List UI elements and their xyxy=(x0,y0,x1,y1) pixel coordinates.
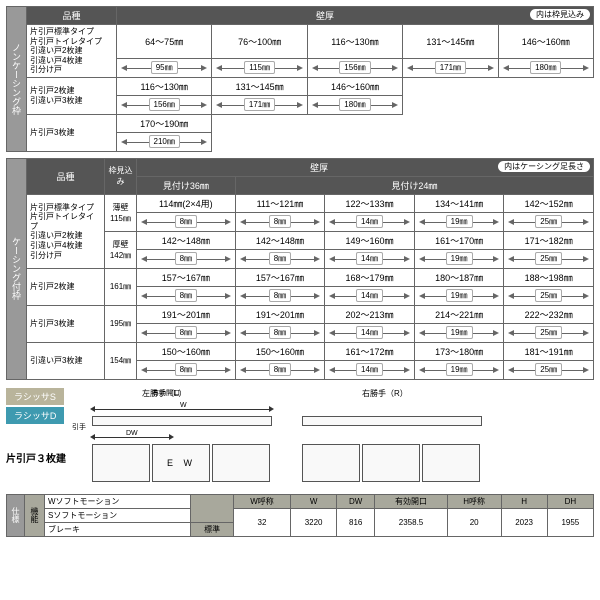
spec-table: 仕様 機能 Wソフトモーション W呼称 W DW 有効開口 H呼称 H DH S… xyxy=(6,494,594,537)
hdr-wall: 壁厚 内は枠見込み xyxy=(117,7,594,25)
table-casing: ケーシング付枠 品種 枠見込み 壁厚 内はケーシング足長さ 見付け36㎜ 見付け… xyxy=(6,158,594,380)
bottom-section: ラシッサS ラシッサD 片引戸３枚建 左勝手（L） 右勝手（R） 有効開口 引手… xyxy=(6,388,594,488)
vert-label-1: ノンケーシング枠 xyxy=(7,7,27,152)
diagram-title: 片引戸３枚建 xyxy=(6,450,66,465)
table-noncasing: ノンケーシング枠 品種 壁厚 内は枠見込み 片引戸標準タイプ 片引戸トイレタイプ… xyxy=(6,6,594,152)
r2-label: 片引戸2枚建 引違い戸3枚建 xyxy=(27,77,117,114)
badge-lasissa-s: ラシッサS xyxy=(6,388,64,405)
door-diagram: 左勝手（L） 右勝手（R） 有効開口 引手 W DW E W xyxy=(72,388,594,488)
r1-label: 片引戸標準タイプ 片引戸トイレタイプ 引違い戸2枚建 引違い戸4枚建 引分け戸 xyxy=(27,25,117,78)
r3-label: 片引戸3枚建 xyxy=(27,114,117,151)
vert-label-2: ケーシング付枠 xyxy=(7,158,27,379)
badge-lasissa-d: ラシッサD xyxy=(6,407,64,424)
hdr-kind: 品種 xyxy=(27,7,117,25)
